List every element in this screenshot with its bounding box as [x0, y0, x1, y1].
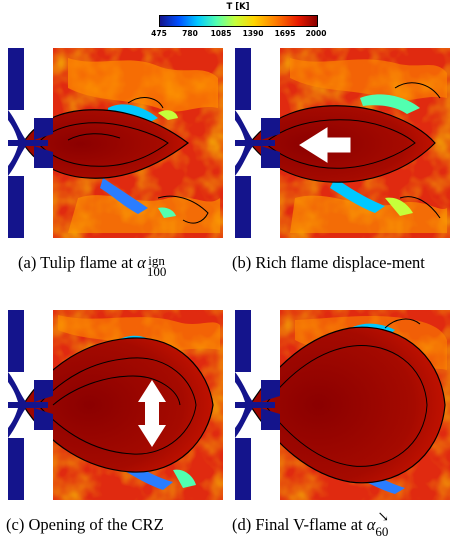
caption-c: (c) Opening of the CRZ — [6, 514, 164, 536]
subscript: 60 — [375, 524, 389, 539]
caption-text: Tulip flame at — [40, 253, 134, 272]
caption-text: Final V-flame at — [255, 515, 363, 534]
subscript: 100 — [146, 264, 167, 279]
simulation-panel-a — [8, 48, 223, 238]
colorbar-tick: 1085 — [210, 29, 232, 38]
caption-b: (b) Rich flame displace-ment — [232, 252, 448, 274]
colorbar-gradient — [159, 15, 318, 27]
caption-label: (c) — [6, 515, 25, 534]
opening-arrow — [138, 380, 166, 447]
alpha-symbol: α — [137, 253, 146, 272]
simulation-panel-c — [8, 310, 223, 500]
colorbar-tick: 1695 — [274, 29, 296, 38]
simulation-panel-d — [235, 310, 450, 500]
simulation-panel-b — [235, 48, 450, 238]
displacement-arrow — [299, 127, 351, 163]
caption-label: (b) — [232, 253, 252, 272]
colorbar-title: T [K] — [226, 2, 250, 12]
caption-text: Opening of the CRZ — [28, 515, 164, 534]
colorbar-tick: 475 — [151, 29, 167, 38]
arrow-icon: ↘ — [377, 510, 390, 525]
caption-d: (d) Final V-flame at α ↘ 60 — [232, 510, 389, 543]
alpha-symbol: α — [366, 515, 376, 534]
caption-a: (a) Tulip flame at α ign 100 — [18, 252, 167, 279]
caption-label: (a) — [18, 253, 37, 272]
colorbar-tick: 2000 — [305, 29, 327, 38]
colorbar-tick: 1390 — [242, 29, 264, 38]
temperature-colorbar: T [K] 475 780 1085 1390 1695 2000 — [148, 2, 328, 42]
colorbar-tick: 780 — [182, 29, 198, 38]
superscript: ign — [148, 253, 165, 268]
caption-text: Rich flame displace-ment — [255, 253, 425, 272]
caption-label: (d) — [232, 515, 252, 534]
